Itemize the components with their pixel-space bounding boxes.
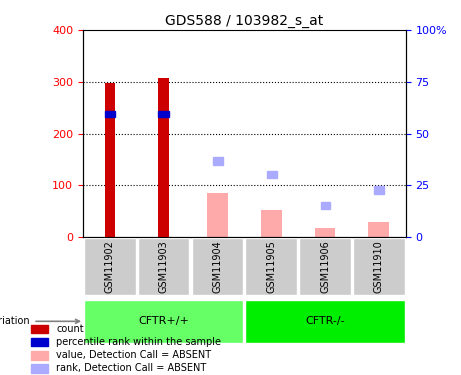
Bar — [31, 351, 48, 360]
Bar — [105, 111, 115, 117]
Title: GDS588 / 103982_s_at: GDS588 / 103982_s_at — [165, 13, 324, 28]
FancyBboxPatch shape — [245, 238, 297, 295]
Text: genotype/variation: genotype/variation — [0, 316, 79, 326]
Text: CFTR-/-: CFTR-/- — [305, 316, 345, 326]
Bar — [31, 325, 48, 333]
FancyBboxPatch shape — [138, 238, 189, 295]
FancyBboxPatch shape — [84, 300, 243, 343]
Bar — [261, 210, 282, 237]
Text: GSM11904: GSM11904 — [213, 240, 223, 293]
Text: CFTR+/+: CFTR+/+ — [138, 316, 189, 326]
Text: rank, Detection Call = ABSENT: rank, Detection Call = ABSENT — [56, 363, 207, 374]
Bar — [159, 111, 169, 117]
Bar — [159, 78, 169, 237]
FancyBboxPatch shape — [299, 238, 351, 295]
Bar — [374, 186, 384, 194]
Text: GSM11903: GSM11903 — [159, 240, 169, 293]
Text: percentile rank within the sample: percentile rank within the sample — [56, 337, 221, 347]
Text: GSM11910: GSM11910 — [374, 240, 384, 293]
FancyBboxPatch shape — [84, 238, 136, 295]
Bar — [31, 338, 48, 346]
Bar — [213, 158, 223, 165]
FancyBboxPatch shape — [353, 238, 405, 295]
Bar — [368, 222, 389, 237]
Bar — [105, 83, 115, 237]
Text: count: count — [56, 324, 84, 334]
Text: GSM11905: GSM11905 — [266, 240, 276, 293]
Text: GSM11902: GSM11902 — [105, 240, 115, 293]
FancyBboxPatch shape — [192, 238, 243, 295]
Bar — [207, 193, 228, 237]
Bar — [321, 202, 331, 209]
Bar — [315, 228, 335, 237]
Text: value, Detection Call = ABSENT: value, Detection Call = ABSENT — [56, 350, 211, 360]
Bar — [267, 171, 277, 178]
Bar — [31, 364, 48, 373]
Text: GSM11906: GSM11906 — [320, 240, 330, 293]
FancyBboxPatch shape — [245, 300, 405, 343]
